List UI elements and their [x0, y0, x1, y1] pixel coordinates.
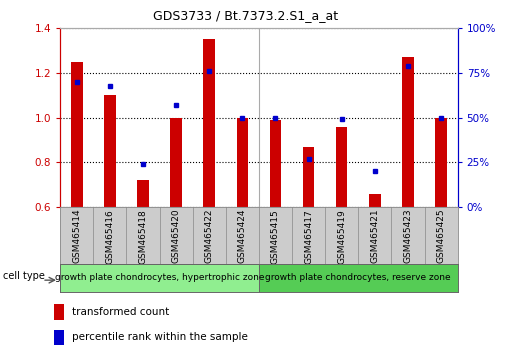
Bar: [60, 264, 259, 292]
Bar: [259, 264, 458, 292]
Bar: [336, 127, 347, 341]
Bar: [402, 57, 414, 341]
Text: transformed count: transformed count: [72, 307, 169, 317]
Text: GSM465419: GSM465419: [337, 209, 346, 263]
Bar: [54, 330, 64, 345]
Text: GSM465418: GSM465418: [139, 209, 147, 263]
Text: GSM465425: GSM465425: [437, 209, 446, 263]
Bar: [270, 120, 281, 341]
Text: GSM465415: GSM465415: [271, 209, 280, 263]
Text: growth plate chondrocytes, hypertrophic zone: growth plate chondrocytes, hypertrophic …: [55, 273, 264, 282]
Text: GSM465420: GSM465420: [172, 209, 180, 263]
Text: cell type: cell type: [3, 270, 45, 281]
Bar: [104, 95, 116, 341]
Text: GSM465417: GSM465417: [304, 209, 313, 263]
Text: percentile rank within the sample: percentile rank within the sample: [72, 332, 248, 342]
Text: GSM465421: GSM465421: [370, 209, 379, 263]
Text: growth plate chondrocytes, reserve zone: growth plate chondrocytes, reserve zone: [266, 273, 451, 282]
Text: GSM465414: GSM465414: [72, 209, 81, 263]
Bar: [435, 118, 447, 341]
Text: GSM465416: GSM465416: [105, 209, 115, 263]
Bar: [303, 147, 314, 341]
Bar: [170, 118, 182, 341]
Bar: [54, 304, 64, 320]
Text: GSM465422: GSM465422: [204, 209, 214, 263]
Text: GSM465423: GSM465423: [403, 209, 413, 263]
Bar: [137, 180, 149, 341]
Bar: [369, 194, 381, 341]
Text: GDS3733 / Bt.7373.2.S1_a_at: GDS3733 / Bt.7373.2.S1_a_at: [153, 9, 338, 22]
Bar: [71, 62, 83, 341]
Bar: [236, 118, 248, 341]
Text: GSM465424: GSM465424: [238, 209, 247, 263]
Bar: [203, 40, 215, 341]
